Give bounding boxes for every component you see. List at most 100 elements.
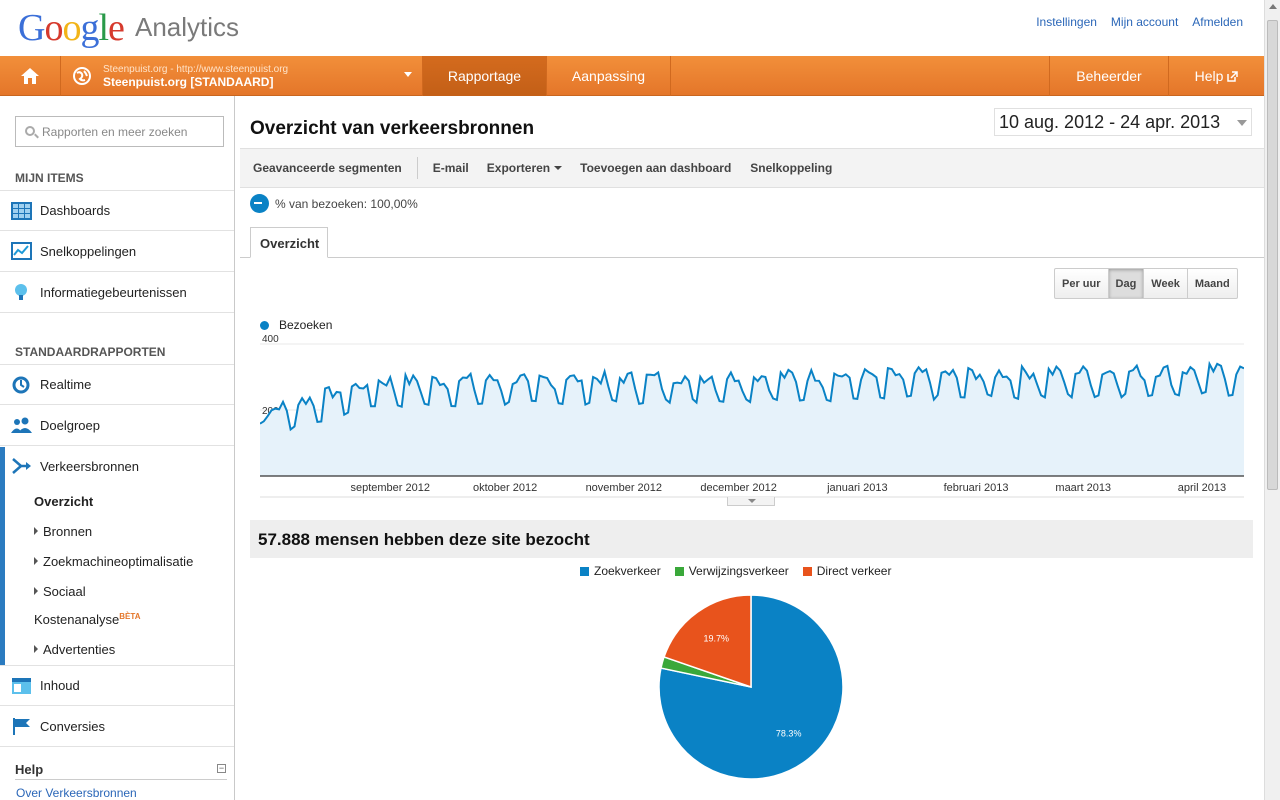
sidebar-sub-seo[interactable]: Zoekmachineoptimalisatie xyxy=(34,554,193,569)
scrollbar-thumb[interactable] xyxy=(1267,20,1278,490)
account-name: Steenpuist.org [STANDAARD] xyxy=(103,75,274,89)
sidebar-sub-overview[interactable]: Overzicht xyxy=(34,494,94,509)
x-tick-label: april 2013 xyxy=(1178,482,1226,494)
pie-slice-label: 78.3% xyxy=(776,728,802,738)
my-account-link[interactable]: Mijn account xyxy=(1110,15,1179,29)
sidebar-item-content[interactable]: Inhoud xyxy=(0,665,234,706)
tab-aanpassing[interactable]: Aanpassing xyxy=(547,56,671,96)
expand-arrow-icon xyxy=(34,557,38,565)
sidebar-item-intelligence[interactable]: Informatiegebeurtenissen xyxy=(0,272,234,313)
external-link-icon xyxy=(1227,70,1239,82)
sidebar-item-label: Snelkoppelingen xyxy=(40,243,137,259)
granularity-day-button[interactable]: Dag xyxy=(1108,269,1145,298)
pie-legend-item[interactable]: Zoekverkeer xyxy=(580,564,661,578)
chart-resize-handle[interactable] xyxy=(727,497,775,506)
pie-legend-item[interactable]: Verwijzingsverkeer xyxy=(674,564,789,578)
report-search-input[interactable]: Rapporten en meer zoeken xyxy=(15,116,224,147)
granularity-week-button[interactable]: Week xyxy=(1144,269,1188,298)
sidebar-item-label: Conversies xyxy=(40,718,106,734)
legend-swatch xyxy=(674,567,684,576)
sidebar-item-conversions[interactable]: Conversies xyxy=(0,706,234,747)
report-toolbar: Geavanceerde segmenten E-mail Exporteren… xyxy=(240,148,1264,188)
collapse-icon[interactable]: − xyxy=(217,763,226,773)
admin-button[interactable]: Beheerder xyxy=(1049,56,1169,96)
sidebar-item-audience[interactable]: Doelgroep xyxy=(0,405,234,446)
legend-label: Zoekverkeer xyxy=(594,564,661,578)
x-tick-label: november 2012 xyxy=(586,482,662,494)
x-tick-label: september 2012 xyxy=(350,482,430,494)
x-tick-label: maart 2013 xyxy=(1055,482,1111,494)
expand-arrow-icon xyxy=(34,645,38,653)
sidebar-item-traffic-sources[interactable]: Verkeersbronnen xyxy=(0,446,234,487)
legend-label: Bezoeken xyxy=(279,318,333,332)
content-page-icon xyxy=(12,678,31,694)
legend-label: Verwijzingsverkeer xyxy=(688,564,789,578)
top-links: Instellingen Mijn account Afmelden xyxy=(1036,15,1243,29)
search-icon xyxy=(25,126,35,136)
x-tick-label: oktober 2012 xyxy=(473,482,537,494)
sidebar-sub-label: Bronnen xyxy=(43,524,93,539)
advanced-segments-button[interactable]: Geavanceerde segmenten xyxy=(253,161,402,175)
top-header: Google Analytics Instellingen Mijn accou… xyxy=(0,0,1264,56)
scroll-up-arrow-icon[interactable] xyxy=(1269,4,1277,9)
legend-swatch xyxy=(580,567,589,576)
visits-series-line xyxy=(260,360,1244,432)
help-link[interactable]: Over Verkeersbronnen xyxy=(16,786,137,800)
date-range-picker[interactable]: 10 aug. 2012 - 24 apr. 2013 xyxy=(994,108,1252,136)
visitors-heading: 57.888 mensen hebben deze site bezocht xyxy=(250,520,1253,558)
segment-summary: % van bezoeken: 100,00% xyxy=(250,194,418,213)
page-scrollbar[interactable] xyxy=(1264,0,1280,800)
logo-product-name: Analytics xyxy=(135,12,240,42)
segment-text: % van bezoeken: 100,00% xyxy=(275,196,418,211)
export-label: Exporteren xyxy=(486,161,551,175)
pie-chart-legend: Zoekverkeer Verwijzingsverkeer Direct verk… xyxy=(580,564,891,578)
email-button[interactable]: E-mail xyxy=(432,161,469,175)
shortcut-button[interactable]: Snelkoppeling xyxy=(750,161,833,175)
globe-icon xyxy=(73,67,91,85)
sidebar-sub-label: Zoekmachineoptimalisatie xyxy=(43,554,194,569)
expand-arrow-icon xyxy=(34,527,38,535)
sidebar-sub-sources[interactable]: Bronnen xyxy=(34,524,92,539)
help-button[interactable]: Help xyxy=(1169,56,1264,96)
line-chart-legend[interactable]: Bezoeken xyxy=(260,318,332,332)
sidebar-sub-advertising[interactable]: Advertenties xyxy=(34,642,115,657)
settings-link[interactable]: Instellingen xyxy=(1036,15,1097,29)
tab-rapportage[interactable]: Rapportage xyxy=(423,56,547,96)
help-divider xyxy=(15,779,227,780)
segment-pie-icon[interactable] xyxy=(250,194,269,213)
add-to-dashboard-button[interactable]: Toevoegen aan dashboard xyxy=(580,161,732,175)
granularity-hour-button[interactable]: Per uur xyxy=(1055,269,1109,298)
google-logo[interactable]: Google xyxy=(18,7,125,49)
date-range-text: 10 aug. 2012 - 24 apr. 2013 xyxy=(999,112,1221,132)
tab-overview[interactable]: Overzicht xyxy=(250,227,328,258)
sign-out-link[interactable]: Afmelden xyxy=(1192,15,1243,29)
granularity-month-button[interactable]: Maand xyxy=(1194,278,1230,290)
legend-label: Direct verkeer xyxy=(816,564,892,578)
sidebar-item-dashboards[interactable]: Dashboards xyxy=(0,190,234,231)
pie-legend-item[interactable]: Direct verkeer xyxy=(802,564,892,578)
sidebar-sub-label: Advertenties xyxy=(43,642,116,657)
sidebar-item-label: Verkeersbronnen xyxy=(40,459,140,474)
home-button[interactable] xyxy=(0,56,61,96)
clock-icon xyxy=(12,376,30,394)
chevron-down-icon xyxy=(404,72,412,77)
granularity-toggle: Per uur Dag Week Maand xyxy=(1054,268,1238,299)
dashboard-grid-icon xyxy=(11,202,32,220)
sidebar-item-label: Realtime xyxy=(40,377,92,392)
account-selector[interactable]: Steenpuist.org - http://www.steenpuist.o… xyxy=(61,56,423,96)
shortcut-chart-icon xyxy=(11,242,32,260)
active-section-indicator xyxy=(0,447,5,665)
sidebar-item-realtime[interactable]: Realtime xyxy=(0,364,234,405)
sidebar-item-shortcuts[interactable]: Snelkoppelingen xyxy=(0,231,234,272)
y-tick-label: 400 xyxy=(262,334,279,345)
sidebar-sub-social[interactable]: Sociaal xyxy=(34,584,86,599)
traffic-pie-chart[interactable]: 78.3% 19.7% xyxy=(650,594,850,784)
x-tick-label: februari 2013 xyxy=(944,482,1009,494)
sidebar-sub-cost-analysis[interactable]: KostenanalyseBÈTA xyxy=(34,612,140,627)
main-content: Overzicht van verkeersbronnen 10 aug. 20… xyxy=(240,96,1264,800)
export-button[interactable]: Exporteren xyxy=(486,161,563,175)
pie-slice[interactable] xyxy=(663,594,752,689)
flag-icon xyxy=(13,718,30,735)
